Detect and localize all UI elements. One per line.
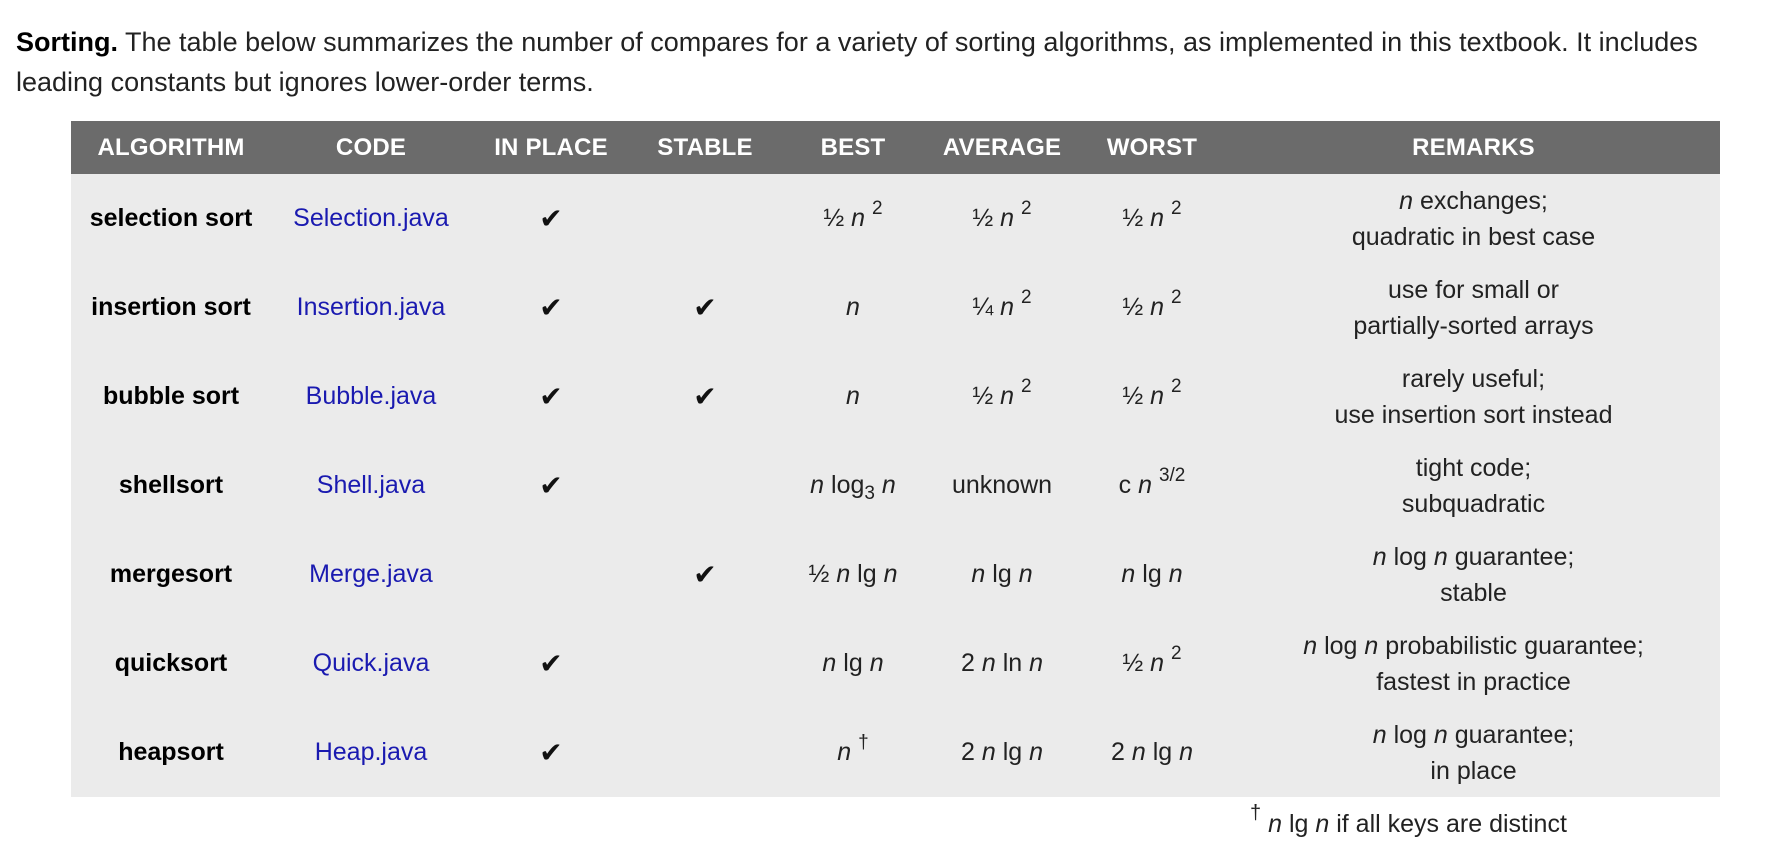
stable-check-icon: ✔ (693, 559, 717, 590)
remarks-line: partially-sorted arrays (1353, 311, 1594, 340)
code-link[interactable]: Selection.java (293, 204, 449, 232)
table-header-row: ALGORITHM CODE IN PLACE STABLE BEST AVER… (71, 121, 1720, 174)
algorithm-name: mergesort (109, 560, 233, 588)
remarks-cell: rarely useful; use insertion sort instead (1227, 352, 1720, 441)
algorithm-name: quicksort (114, 649, 228, 677)
remarks-line: n exchanges; (1399, 186, 1548, 215)
footnote: † n lg n if all keys are distinct (1250, 803, 1567, 839)
remarks-line: use insertion sort instead (1334, 400, 1613, 429)
in-place-check-icon: ✔ (539, 737, 563, 768)
intro-text: The table below summarizes the number of… (16, 27, 1698, 97)
remarks-line: n log n probabilistic guarantee; (1303, 631, 1644, 660)
worst-case-cell: ½ n 2 (1122, 197, 1182, 232)
average-case-cell: ½ n 2 (972, 375, 1032, 410)
worst-case-cell: 2 n lg n (1110, 738, 1194, 766)
header-average: AVERAGE (942, 133, 1062, 161)
in-place-check-icon: ✔ (539, 203, 563, 234)
worst-case-cell: c n 3/2 (1118, 464, 1186, 499)
table-row: shellsort Shell.java ✔ n log3 n unknown c n 3… (71, 441, 1720, 530)
in-place-check-icon: ✔ (539, 648, 563, 679)
intro-paragraph: Sorting. The table below summarizes the … (16, 22, 1746, 102)
worst-case-cell: ½ n 2 (1122, 375, 1182, 410)
algorithm-name: bubble sort (102, 382, 240, 410)
algorithm-name: heapsort (118, 738, 224, 766)
remarks-line: tight code; (1415, 453, 1532, 482)
header-algorithm: ALGORITHM (97, 133, 245, 161)
in-place-check-icon: ✔ (539, 381, 563, 412)
code-link[interactable]: Insertion.java (296, 293, 446, 321)
stable-check-icon: ✔ (693, 381, 717, 412)
code-link[interactable]: Heap.java (314, 738, 428, 766)
average-case-cell: 2 n ln n (960, 649, 1044, 677)
remarks-line: subquadratic (1401, 489, 1546, 518)
remarks-line: use for small or (1388, 275, 1559, 304)
worst-case-cell: ½ n 2 (1122, 642, 1182, 677)
best-case-cell: n (846, 293, 860, 321)
header-worst: WORST (1106, 133, 1198, 161)
average-case-cell: ¼ n 2 (972, 286, 1032, 321)
table-row: bubble sort Bubble.java ✔ ✔ n ½ n 2 ½ n 2 rarel… (71, 352, 1720, 441)
stable-cell (631, 174, 779, 263)
algorithm-name: shellsort (118, 471, 224, 499)
code-link[interactable]: Bubble.java (305, 382, 437, 410)
header-stable: STABLE (657, 133, 753, 161)
average-case-cell: 2 n lg n (960, 738, 1044, 766)
table-row: selection sort Selection.java ✔ ½ n 2 ½ n 2 ½… (71, 174, 1720, 263)
remarks-line: stable (1440, 578, 1507, 607)
best-case-cell: ½ n 2 (823, 197, 883, 232)
remarks-line: in place (1430, 756, 1517, 785)
remarks-cell: n log n probabilistic guarantee; fastest … (1227, 619, 1720, 708)
worst-case-cell: n lg n (1121, 560, 1183, 588)
worst-case-cell: ½ n 2 (1122, 286, 1182, 321)
sorting-algorithms-table: ALGORITHM CODE IN PLACE STABLE BEST AVER… (71, 121, 1720, 797)
best-case-cell: n lg n (822, 649, 884, 677)
code-link[interactable]: Shell.java (316, 471, 426, 499)
stable-check-icon: ✔ (693, 292, 717, 323)
intro-heading: Sorting. (16, 27, 118, 57)
header-best: BEST (820, 133, 886, 161)
remarks-cell: n log n guarantee; in place (1227, 708, 1720, 797)
header-remarks: REMARKS (1412, 133, 1535, 161)
in-place-check-icon: ✔ (539, 292, 563, 323)
footnote-text: n lg n if all keys are distinct (1268, 810, 1567, 838)
remarks-line: fastest in practice (1376, 667, 1571, 696)
footnote-dagger: † (1250, 801, 1262, 824)
remarks-line: n log n guarantee; (1372, 542, 1575, 571)
average-case-cell: ½ n 2 (972, 197, 1032, 232)
remarks-cell: n exchanges; quadratic in best case (1227, 174, 1720, 263)
stable-cell (631, 708, 779, 797)
table-row: quicksort Quick.java ✔ n lg n 2 n ln n ½ n 2 n… (71, 619, 1720, 708)
best-case-cell: ½ n lg n (808, 560, 898, 588)
sorting-table-container: ALGORITHM CODE IN PLACE STABLE BEST AVER… (71, 121, 1720, 797)
table-row: insertion sort Insertion.java ✔ ✔ n ¼ n 2 ½ n … (71, 263, 1720, 352)
remarks-cell: tight code; subquadratic (1227, 441, 1720, 530)
stable-cell (631, 619, 779, 708)
remarks-line: quadratic in best case (1351, 222, 1596, 251)
algorithm-name: selection sort (89, 204, 253, 232)
remarks-line: rarely useful; (1401, 364, 1546, 393)
best-case-cell: n log3 n (810, 471, 896, 504)
in-place-cell (471, 530, 631, 619)
code-link[interactable]: Merge.java (309, 560, 433, 588)
table-row: mergesort Merge.java ✔ ½ n lg n n lg n n lg n… (71, 530, 1720, 619)
algorithm-name: insertion sort (91, 293, 251, 321)
in-place-check-icon: ✔ (539, 470, 563, 501)
header-code: CODE (335, 133, 407, 161)
code-link[interactable]: Quick.java (312, 649, 430, 677)
remarks-cell: use for small or partially-sorted arrays (1227, 263, 1720, 352)
average-case-cell: unknown (951, 471, 1053, 499)
table-row: heapsort Heap.java ✔ n † 2 n lg n 2 n lg n n l… (71, 708, 1720, 797)
remarks-cell: n log n guarantee; stable (1227, 530, 1720, 619)
header-in-place: IN PLACE (494, 133, 608, 161)
average-case-cell: n lg n (971, 560, 1033, 588)
best-case-cell: n † (837, 731, 869, 766)
stable-cell (631, 441, 779, 530)
best-case-cell: n (846, 382, 860, 410)
remarks-line: n log n guarantee; (1372, 720, 1575, 749)
